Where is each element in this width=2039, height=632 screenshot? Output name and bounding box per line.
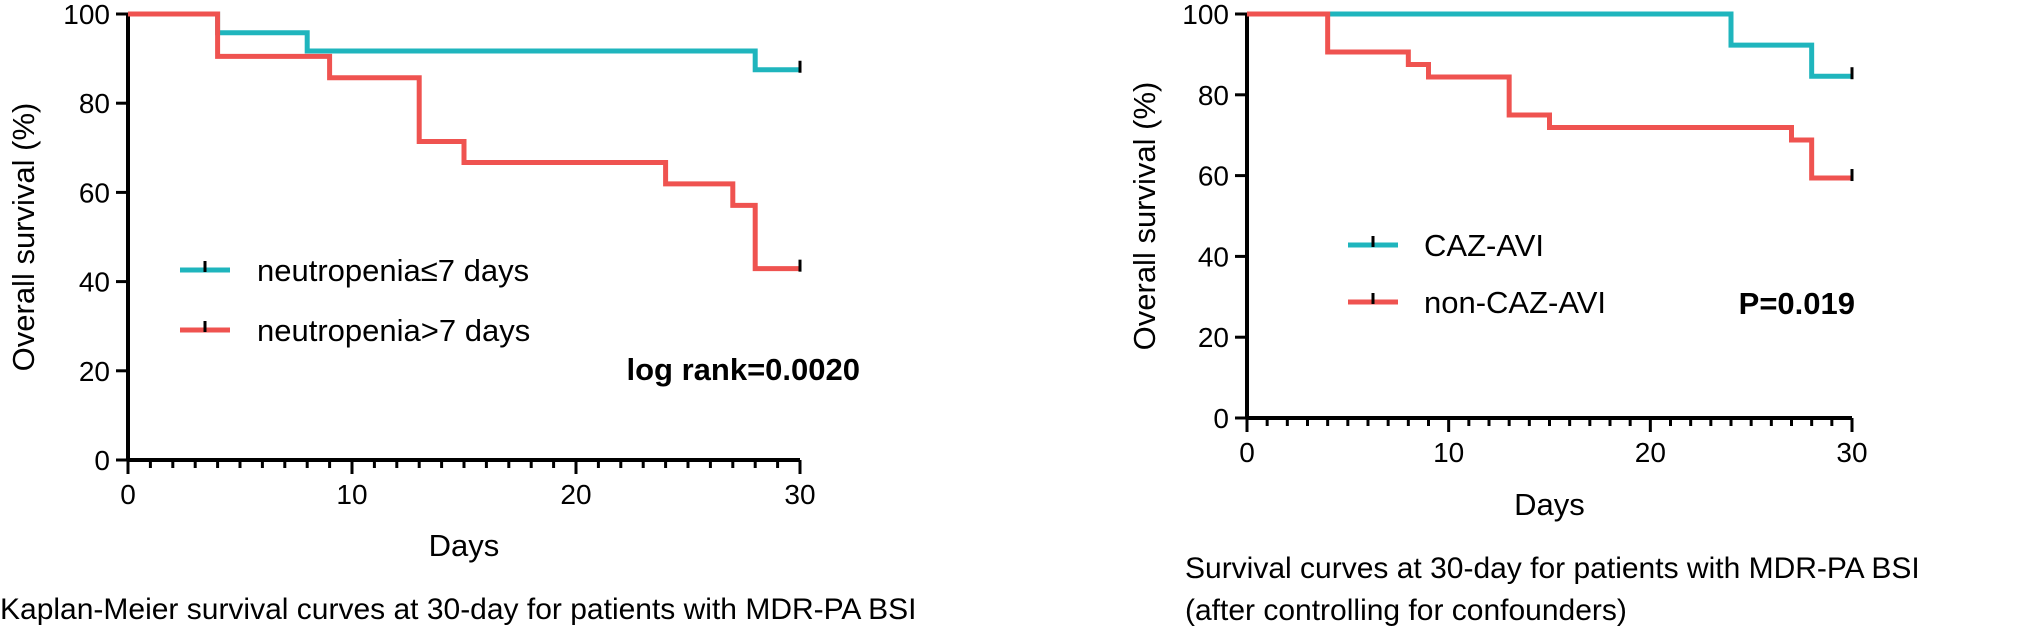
x-tick-label: 10 <box>1433 437 1464 468</box>
km-chart-caz-avi: Survival curves at 30-day for patients w… <box>1127 0 1920 627</box>
x-tick-label: 20 <box>1635 437 1666 468</box>
x-tick-label: 30 <box>1836 437 1867 468</box>
y-tick-label: 100 <box>1182 0 1229 30</box>
y-tick-label: 100 <box>63 0 110 30</box>
y-tick-label: 20 <box>1198 322 1229 353</box>
p-value-label: log rank=0.0020 <box>627 352 861 387</box>
legend-label: non-CAZ-AVI <box>1424 285 1606 320</box>
y-tick-label: 80 <box>1198 80 1229 111</box>
p-value-label: P=0.019 <box>1739 286 1855 321</box>
x-axis-title: Days <box>1514 487 1585 522</box>
legend-label: neutropenia>7 days <box>257 313 530 348</box>
km-chart-neutropenia: Kaplan-Meier survival curves at 30-day f… <box>0 0 916 626</box>
caption-caz-avi-line-1: Survival curves at 30-day for patients w… <box>1185 552 1920 585</box>
legend-label: CAZ-AVI <box>1424 228 1544 263</box>
y-axis-title: Overall survival (%) <box>6 103 41 372</box>
y-tick-label: 40 <box>1198 241 1229 272</box>
legend-label: neutropenia≤7 days <box>257 253 529 288</box>
survival-curve-b <box>128 11 800 272</box>
y-tick-label: 20 <box>79 356 110 387</box>
survival-curve-a <box>1247 11 1852 79</box>
caption-neutropenia: Kaplan-Meier survival curves at 30-day f… <box>0 593 916 626</box>
survival-curve-a <box>128 11 800 73</box>
survival-curve-b <box>1247 11 1852 181</box>
y-tick-label: 40 <box>79 267 110 298</box>
x-tick-label: 0 <box>1239 437 1255 468</box>
y-tick-label: 60 <box>79 177 110 208</box>
y-axis-title: Overall survival (%) <box>1127 82 1162 351</box>
x-tick-label: 30 <box>784 479 815 510</box>
y-tick-label: 60 <box>1198 161 1229 192</box>
y-tick-label: 0 <box>1213 403 1229 434</box>
x-axis-title: Days <box>429 528 500 563</box>
y-tick-label: 80 <box>79 88 110 119</box>
caption-caz-avi-line-2: (after controlling for confounders) <box>1185 594 1627 627</box>
x-tick-label: 10 <box>336 479 367 510</box>
y-tick-label: 0 <box>94 445 110 476</box>
x-tick-label: 0 <box>120 479 136 510</box>
x-tick-label: 20 <box>560 479 591 510</box>
